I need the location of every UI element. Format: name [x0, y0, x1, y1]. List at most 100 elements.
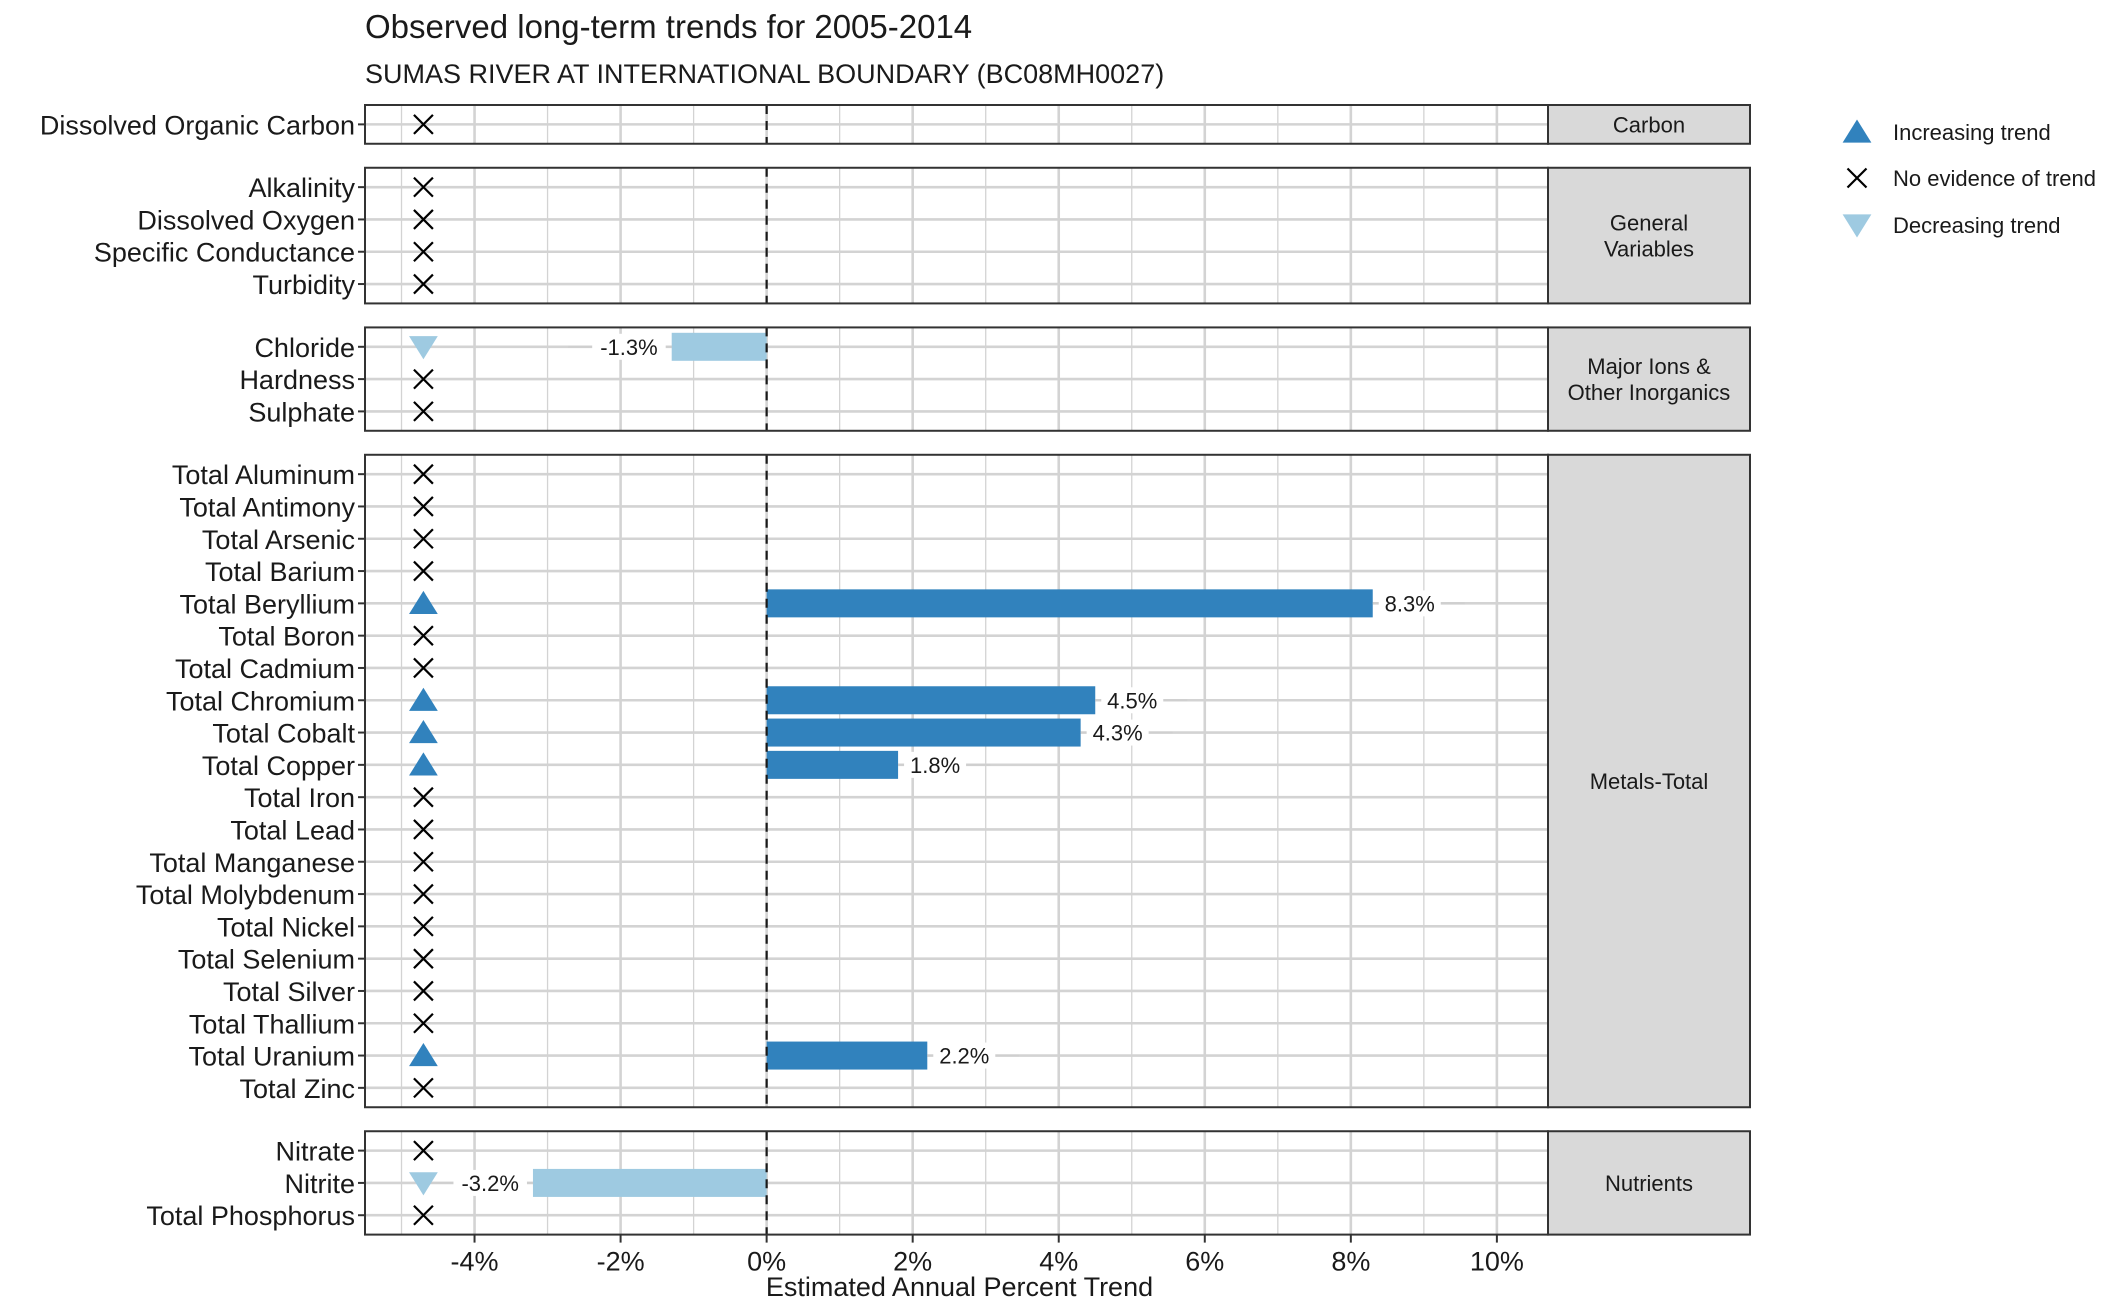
row-total-uranium-label-box — [933, 1042, 996, 1069]
row-chloride-label-box — [592, 333, 666, 360]
row-total-lead-no-trend-marker — [413, 819, 434, 840]
row-dissolved-oxygen-no-trend-marker — [413, 209, 434, 230]
row-total-barium-label: Total Barium — [205, 557, 355, 587]
row-total-nickel-no-trend-marker — [413, 916, 434, 937]
panel-2-strip-label-0: Major Ions & — [1587, 354, 1711, 379]
x-tick-label: -2% — [597, 1247, 645, 1277]
row-nitrite-value-label: -3.2% — [461, 1171, 518, 1196]
row-total-cobalt-label: Total Cobalt — [212, 719, 355, 749]
row-sulphate-label: Sulphate — [248, 397, 355, 427]
panel-0-strip — [1547, 104, 1751, 145]
row-total-zinc-label: Total Zinc — [239, 1074, 355, 1104]
panel-0-strip-label-0: Carbon — [1613, 112, 1685, 137]
row-total-beryllium-label: Total Beryllium — [179, 589, 355, 619]
x-tick-label: 0% — [747, 1247, 786, 1277]
row-dissolved-organic-carbon-no-trend-marker — [413, 114, 434, 135]
x-tick-label: 2% — [893, 1247, 932, 1277]
row-total-silver-no-trend-marker — [413, 980, 434, 1002]
row-total-chromium-value-label: 4.5% — [1107, 688, 1157, 713]
row-hardness-label: Hardness — [239, 365, 355, 395]
row-total-thallium-label: Total Thallium — [189, 1009, 355, 1039]
row-alkalinity-no-trend-marker — [413, 176, 434, 198]
row-total-molybdenum-label: Total Molybdenum — [136, 880, 355, 910]
row-chloride-decreasing-marker — [409, 336, 438, 360]
row-total-cobalt-value-label: 4.3% — [1093, 721, 1143, 746]
row-hardness-no-trend-marker — [413, 368, 434, 390]
row-total-chromium-bar — [766, 686, 1096, 715]
x-tick-label: 8% — [1331, 1247, 1370, 1277]
row-total-beryllium-bar — [766, 589, 1373, 618]
x-tick-label: 6% — [1185, 1247, 1224, 1277]
row-total-beryllium-value-label: 8.3% — [1385, 591, 1435, 616]
row-total-antimony-label: Total Antimony — [179, 492, 355, 522]
row-nitrite-decreasing-marker — [409, 1172, 438, 1196]
row-total-uranium-bar — [766, 1041, 928, 1070]
row-turbidity-no-trend-marker — [413, 273, 434, 295]
row-total-beryllium-label-box — [1378, 590, 1441, 617]
row-total-lead-label: Total Lead — [230, 815, 355, 845]
chart-subtitle: SUMAS RIVER AT INTERNATIONAL BOUNDARY (B… — [365, 59, 1164, 89]
row-total-arsenic-label: Total Arsenic — [202, 525, 355, 555]
row-chloride-value-label: -1.3% — [600, 335, 657, 360]
row-total-boron-no-trend-marker — [413, 625, 434, 646]
row-total-boron-label: Total Boron — [218, 622, 355, 652]
row-nitrate-label: Nitrate — [275, 1137, 355, 1167]
row-nitrite-label: Nitrite — [284, 1169, 355, 1199]
row-chloride-bar — [671, 332, 767, 361]
row-total-selenium-label: Total Selenium — [178, 945, 355, 975]
row-total-uranium-increasing-marker — [409, 1043, 438, 1067]
x-tick-label: 10% — [1470, 1247, 1524, 1277]
row-specific-conductance-no-trend-marker — [413, 241, 434, 263]
row-total-copper-bar — [766, 750, 899, 779]
row-total-zinc-no-trend-marker — [413, 1077, 434, 1099]
panel-1-strip-label-1: Variables — [1604, 237, 1694, 262]
row-sulphate-no-trend-marker — [413, 401, 434, 422]
row-total-aluminum-label: Total Aluminum — [172, 460, 355, 490]
row-alkalinity-label: Alkalinity — [248, 173, 355, 203]
x-tick-label: -4% — [451, 1247, 499, 1277]
panel-3-background — [365, 454, 1548, 1108]
panel-1-strip — [1547, 166, 1751, 305]
row-total-cobalt-increasing-marker — [409, 720, 438, 744]
row-total-copper-label: Total Copper — [202, 751, 355, 781]
row-chloride-label: Chloride — [254, 333, 355, 363]
row-total-chromium-label: Total Chromium — [166, 686, 355, 716]
row-total-chromium-label-box — [1101, 687, 1164, 714]
legend-decreasing-icon — [1842, 214, 1872, 238]
row-total-phosphorus-label: Total Phosphorus — [146, 1201, 355, 1231]
row-dissolved-oxygen-label: Dissolved Oxygen — [137, 205, 355, 235]
row-total-copper-value-label: 1.8% — [910, 753, 960, 778]
row-total-manganese-label: Total Manganese — [149, 848, 355, 878]
panel-3-strip — [1547, 453, 1751, 1109]
row-total-nickel-label: Total Nickel — [217, 912, 355, 942]
chart-title: Observed long-term trends for 2005-2014 — [365, 8, 972, 45]
legend-label-none: No evidence of trend — [1893, 166, 2096, 191]
legend-increasing-icon — [1842, 119, 1872, 143]
row-total-chromium-increasing-marker — [409, 687, 438, 711]
x-tick-label: 4% — [1039, 1247, 1078, 1277]
row-total-uranium-label: Total Uranium — [188, 1042, 355, 1072]
row-total-cobalt-label-box — [1086, 719, 1149, 746]
row-total-arsenic-no-trend-marker — [413, 528, 434, 550]
panel-4-strip — [1547, 1130, 1751, 1236]
row-total-beryllium-increasing-marker — [409, 590, 438, 614]
row-specific-conductance-label: Specific Conductance — [94, 238, 355, 268]
row-total-thallium-no-trend-marker — [413, 1012, 434, 1034]
row-total-phosphorus-no-trend-marker — [413, 1204, 434, 1226]
legend-label-decreasing: Decreasing trend — [1893, 213, 2061, 238]
row-total-silver-label: Total Silver — [223, 977, 355, 1007]
legend-label-increasing: Increasing trend — [1893, 120, 2051, 145]
panel-1-strip-label-0: General — [1610, 211, 1688, 236]
row-total-molybdenum-no-trend-marker — [413, 883, 434, 905]
row-nitrate-no-trend-marker — [413, 1140, 434, 1161]
panel-4-strip-label-0: Nutrients — [1605, 1171, 1693, 1196]
row-total-iron-no-trend-marker — [413, 786, 434, 808]
row-total-copper-increasing-marker — [409, 752, 438, 776]
row-nitrite-bar — [532, 1168, 767, 1197]
row-total-manganese-no-trend-marker — [413, 851, 434, 873]
row-total-cobalt-bar — [766, 718, 1081, 747]
panel-2-strip — [1547, 326, 1751, 432]
row-total-antimony-no-trend-marker — [413, 496, 434, 517]
